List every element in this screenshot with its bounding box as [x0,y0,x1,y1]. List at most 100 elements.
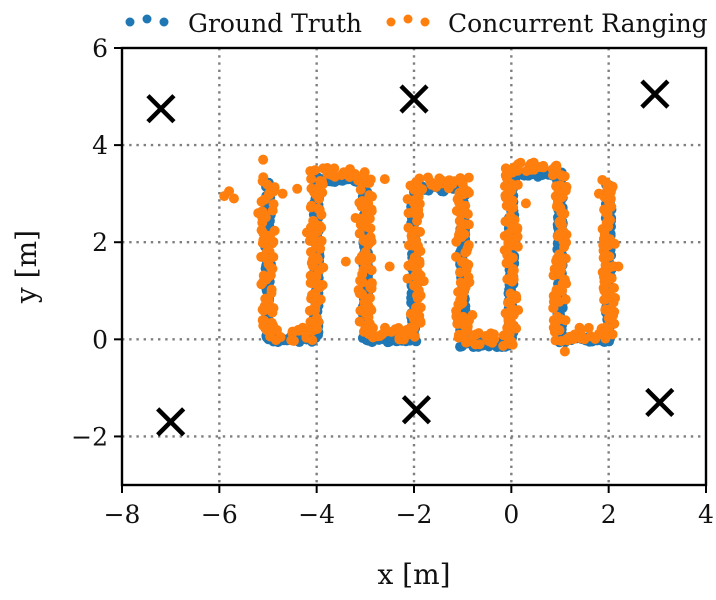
concurrent-ranging-point [317,280,328,291]
concurrent-ranging-point [256,196,267,207]
concurrent-ranging-point [307,335,318,346]
concurrent-ranging-point [451,236,462,247]
concurrent-ranging-outlier [277,188,288,199]
concurrent-ranging-point [269,324,280,335]
legend-swatch-dot [386,17,396,27]
anchor-stroke-b [399,84,429,114]
concurrent-ranging-point [309,165,320,176]
concurrent-ranging-outlier [384,261,395,272]
concurrent-ranging-point [554,325,565,336]
concurrent-ranging-point [583,322,594,333]
x-tick-label-2: −4 [298,500,335,529]
x-tick-label-0: −8 [104,500,141,529]
concurrent-ranging-point [555,204,566,215]
concurrent-ranging-point [550,316,561,327]
concurrent-ranging-point [559,171,570,182]
concurrent-ranging-point [257,304,268,315]
concurrent-ranging-point [601,177,612,188]
concurrent-ranging-point [312,253,323,264]
anchor-stroke-b [401,395,432,425]
legend-label-concurrent-ranging: Concurrent Ranging [448,9,708,38]
concurrent-ranging-point [512,165,523,176]
concurrent-ranging-point [366,279,377,290]
anchor-marker-4 [401,395,432,425]
concurrent-ranging-point [313,316,324,327]
concurrent-ranging-point [355,184,366,195]
concurrent-ranging-point [408,207,419,218]
y-tick-label-0: −2 [71,422,108,451]
concurrent-ranging-point [507,195,518,206]
concurrent-ranging-point [403,326,414,337]
axis-ticks: −8 −6 −4 −2 0 2 4 −2 0 2 4 6 [71,34,714,529]
legend-label-ground-truth: Ground Truth [188,9,362,38]
concurrent-ranging-point [463,172,474,183]
concurrent-ranging-point [599,204,610,215]
concurrent-ranging-point [364,177,375,188]
concurrent-ranging-point [305,316,316,327]
concurrent-ranging-point [560,315,571,326]
concurrent-ranging-point [414,310,425,321]
concurrent-ranging-point [453,332,464,343]
concurrent-ranging-point [402,273,413,284]
concurrent-ranging-point [506,318,517,329]
concurrent-ranging-point [512,231,523,242]
x-tick-label-5: 2 [601,500,617,529]
concurrent-ranging-point [558,236,569,247]
concurrent-ranging-point [318,262,329,273]
anchor-stroke-b [146,94,176,124]
anchor-stroke-b [156,407,186,437]
y-axis-label: y [m] [10,230,43,304]
concurrent-ranging-outlier [559,346,570,357]
concurrent-ranging-point [462,321,473,332]
concurrent-ranging-point [604,304,615,315]
concurrent-ranging-outlier [301,227,312,238]
anchor-marker-1 [399,84,429,114]
concurrent-ranging-point [507,267,518,278]
series-concurrent-ranging [219,154,624,357]
concurrent-ranging-point [449,176,460,187]
data-layer [146,79,675,437]
concurrent-ranging-point [305,270,316,281]
concurrent-ranging-point [316,176,327,187]
concurrent-ranging-outlier [292,183,303,194]
anchor-marker-2 [640,79,670,109]
x-tick-label-6: 4 [698,500,714,529]
concurrent-ranging-point [455,267,466,278]
x-tick-label-3: −2 [396,500,433,529]
concurrent-ranging-point [263,189,274,200]
concurrent-ranging-point [256,279,267,290]
concurrent-ranging-outlier [253,208,264,219]
concurrent-ranging-point [359,257,370,268]
concurrent-ranging-point [381,326,392,337]
concurrent-ranging-point [287,326,298,337]
concurrent-ranging-point [600,322,611,333]
concurrent-ranging-outlier [467,310,478,321]
concurrent-ranging-point [358,264,369,275]
concurrent-ranging-point [474,339,485,350]
concurrent-ranging-point [500,216,511,227]
concurrent-ranging-point [307,289,318,300]
concurrent-ranging-outlier [394,334,405,345]
concurrent-ranging-point [308,215,319,226]
concurrent-ranging-point [461,337,472,348]
concurrent-ranging-point [410,225,421,236]
concurrent-ranging-point [505,288,516,299]
concurrent-ranging-point [504,184,515,195]
concurrent-ranging-outlier [258,154,269,165]
concurrent-ranging-point [482,335,493,346]
anchor-marker-5 [645,387,675,418]
concurrent-ranging-point [275,332,286,343]
legend-swatch-dot [142,14,152,24]
concurrent-ranging-point [488,329,499,340]
concurrent-ranging-point [411,194,422,205]
concurrent-ranging-point [267,238,278,249]
concurrent-ranging-point [610,293,621,304]
concurrent-ranging-point [509,214,520,225]
concurrent-ranging-point [305,202,316,213]
concurrent-ranging-point [538,162,549,173]
concurrent-ranging-point [262,179,273,190]
concurrent-ranging-point [314,204,325,215]
concurrent-ranging-point [288,335,299,346]
concurrent-ranging-point [602,216,613,227]
